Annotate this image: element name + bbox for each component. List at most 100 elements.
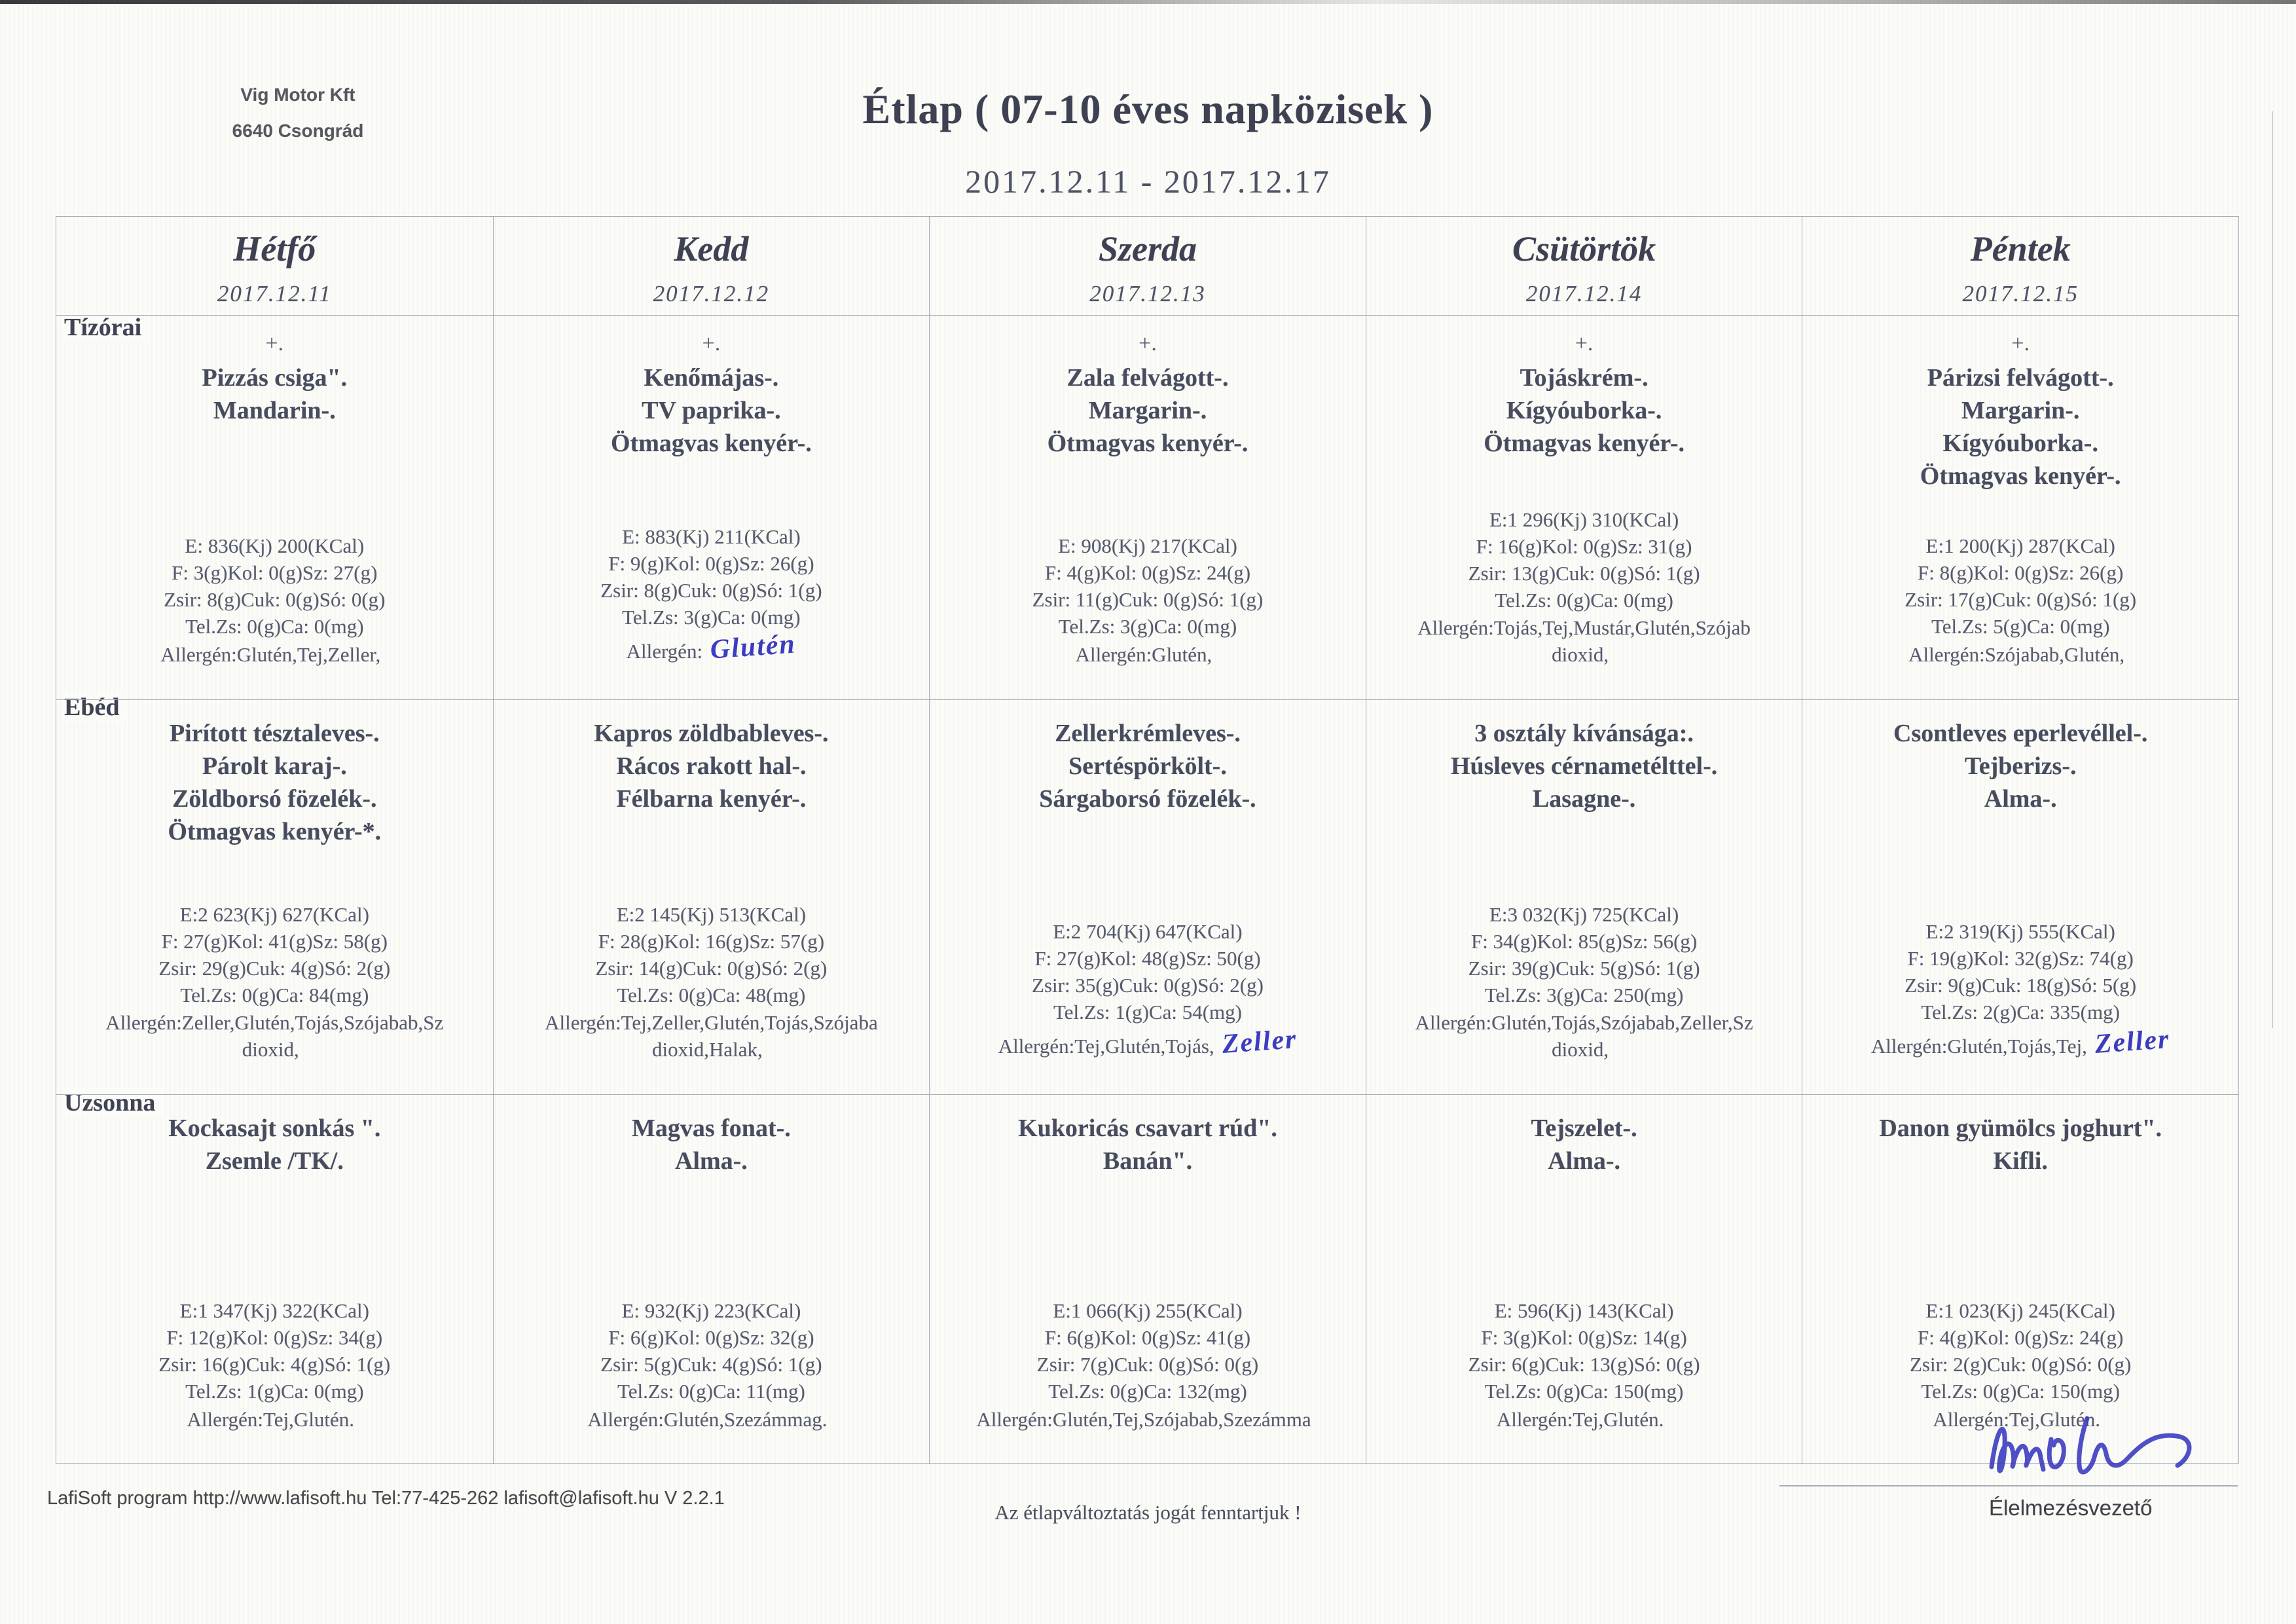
company-block: Vig Motor Kft 6640 Csongrád [190, 77, 406, 149]
day-date: 2017.12.11 [217, 281, 332, 306]
menu-items: Párizsi felvágott-. Margarin-. Kígyóubor… [1920, 364, 2121, 490]
menu-items: Zala felvágott-. Margarin-. Ötmagvas ken… [1047, 364, 1248, 458]
allergen-line: Allergén:Glutén,Tej,Zeller, [65, 642, 484, 668]
nutrition-lines: E:2 319(Kj) 555(KCal) F: 19(g)Kol: 32(g)… [1904, 919, 2137, 1024]
day-name: Szerda [1098, 229, 1197, 268]
menu-items: Csontleves eperlevéllel-. Tejberizs-. Al… [1893, 720, 2148, 813]
allergen-text: Allergén:Glutén,Szezámmag. [587, 1407, 828, 1431]
menu-items: Kapros zöldbableves-. Rácos rakott hal-.… [594, 720, 829, 813]
page-title: Étlap ( 07-10 éves napközisek ) [862, 86, 1434, 132]
menu-items: Tojáskrém-. Kígyóuborka-. Ötmagvas kenyé… [1484, 364, 1685, 458]
menu-bottom: E:1 296(Kj) 310(KCal) F: 16(g)Kol: 0(g)S… [1376, 507, 1793, 668]
allergen-line: Allergén:Glutén,Tojás,Tej, Zeller [1812, 1024, 2229, 1063]
day-name: Kedd [674, 229, 749, 268]
menu-top: +. Tojáskrém-. Kígyóuborka-. Ötmagvas ke… [1376, 333, 1793, 460]
allergen-line: Allergén:Zeller,Glutén,Tojás,Szójabab,Sz… [65, 1010, 484, 1063]
nutrition-lines: E:1 066(Kj) 255(KCal) F: 6(g)Kol: 0(g)Sz… [1036, 1299, 1259, 1403]
menu-top: +. Zala felvágott-. Margarin-. Ötmagvas … [939, 333, 1357, 460]
nutrition-lines: E:1 200(Kj) 287(KCal) F: 8(g)Kol: 0(g)Sz… [1904, 534, 2137, 638]
menu-bottom: E:1 066(Kj) 255(KCal) F: 6(g)Kol: 0(g)Sz… [939, 1298, 1357, 1433]
nutrition-lines: E: 908(Kj) 217(KCal) F: 4(g)Kol: 0(g)Sz:… [1032, 534, 1264, 638]
nutrition-lines: E:2 623(Kj) 627(KCal) F: 27(g)Kol: 41(g)… [158, 902, 391, 1006]
row-label-uzsonna: Uzsonna [64, 1088, 162, 1117]
row-label-ebed: Ebéd [64, 693, 126, 722]
nutrition-lines: E:1 296(Kj) 310(KCal) F: 16(g)Kol: 0(g)S… [1468, 507, 1700, 612]
menu-items: Danon gyümölcs joghurt". Kifli. [1879, 1115, 2162, 1175]
menu-cell-tizorai-wednesday: +. Zala felvágott-. Margarin-. Ötmagvas … [929, 315, 1366, 699]
menu-items: Kukoricás csavart rúd". Banán". [1018, 1115, 1277, 1175]
weekly-menu-table: Hétfő 2017.12.11 Kedd 2017.12.12 Szerda … [56, 216, 2239, 1464]
nutrition-lines: E:2 704(Kj) 647(KCal) F: 27(g)Kol: 48(g)… [1032, 919, 1264, 1024]
allergen-text: Allergén:Tej,Glutén. [1496, 1407, 1664, 1431]
menu-cell-ebed-wednesday: Zellerkrémleves-. Sertéspörkölt-. Sárgab… [929, 699, 1366, 1094]
menu-change-notice: Az étlapváltoztatás jogát fenntartjuk ! [994, 1501, 1302, 1524]
allergen-handwritten: Glutén [709, 629, 797, 665]
menu-cell-uzsonna-monday: Kockasajt sonkás ". Zsemle /TK/. E:1 347… [56, 1094, 493, 1464]
plus-mark: +. [702, 331, 721, 356]
day-name: Csütörtök [1512, 229, 1656, 268]
allergen-text: Allergén:Glutén,Tej,Zeller, [160, 642, 381, 666]
menu-bottom: E:1 023(Kj) 245(KCal) F: 4(g)Kol: 0(g)Sz… [1812, 1298, 2229, 1433]
signature-scribble [1989, 1416, 2192, 1475]
nutrition-lines: E:2 145(Kj) 513(KCal) F: 28(g)Kol: 16(g)… [595, 902, 828, 1006]
menu-items: Pizzás csiga". Mandarin-. [202, 364, 348, 425]
nutrition-lines: E:1 347(Kj) 322(KCal) F: 12(g)Kol: 0(g)S… [158, 1299, 391, 1403]
menu-cell-tizorai-friday: +. Párizsi felvágott-. Margarin-. Kígyóu… [1802, 315, 2238, 699]
menu-bottom: E:1 347(Kj) 322(KCal) F: 12(g)Kol: 0(g)S… [65, 1298, 484, 1433]
day-header-tuesday: Kedd 2017.12.12 [492, 217, 930, 315]
menu-items: Kockasajt sonkás ". Zsemle /TK/. [168, 1115, 381, 1175]
menu-cell-uzsonna-friday: Danon gyümölcs joghurt". Kifli. E:1 023(… [1802, 1094, 2238, 1464]
allergen-text: Allergén:Tej,Glutén. [1933, 1407, 2100, 1431]
date-range: 2017.12.11 - 2017.12.17 [965, 163, 1331, 200]
day-name: Hétfő [233, 229, 316, 268]
allergen-line: Allergén:Glutén, [939, 642, 1357, 668]
allergen-text: Allergén:Tej,Zeller,Glutén,Tojás,Szójaba… [545, 1011, 878, 1061]
plus-mark: +. [2011, 331, 2030, 356]
allergen-text: Allergén:Glutén,Tej,Szójabab,Szezámma [976, 1407, 1311, 1431]
software-credit: LafiSoft program http://www.lafisoft.hu … [47, 1488, 725, 1509]
menu-top: +. Párizsi felvágott-. Margarin-. Kígyóu… [1812, 333, 2229, 493]
company-city: 6640 Csongrád [232, 120, 364, 141]
allergen-line: Allergén:Glutén,Szezámmag. [503, 1407, 920, 1433]
nutrition-lines: E: 932(Kj) 223(KCal) F: 6(g)Kol: 0(g)Sz:… [600, 1299, 822, 1403]
nutrition-lines: E:3 032(Kj) 725(KCal) F: 34(g)Kol: 85(g)… [1468, 902, 1700, 1006]
menu-items: Zellerkrémleves-. Sertéspörkölt-. Sárgab… [1039, 720, 1256, 813]
menu-cell-tizorai-monday: +. Pizzás csiga". Mandarin-. E: 836(Kj) … [56, 315, 493, 699]
day-date: 2017.12.14 [1525, 281, 1643, 306]
plus-mark: +. [1575, 331, 1594, 356]
day-header-wednesday: Szerda 2017.12.13 [929, 217, 1366, 315]
menu-bottom: E:2 319(Kj) 555(KCal) F: 19(g)Kol: 32(g)… [1812, 919, 2229, 1063]
day-date: 2017.12.13 [1089, 281, 1206, 306]
menu-items: Kenőmájas-. TV paprika-. Ötmagvas kenyér… [611, 364, 812, 458]
nutrition-lines: E: 836(Kj) 200(KCal) F: 3(g)Kol: 0(g)Sz:… [164, 534, 386, 638]
scan-line-artifact [2272, 111, 2273, 1028]
allergen-text: Allergén:Tojás,Tej,Mustár,Glutén,Szójab … [1417, 616, 1751, 666]
menu-cell-tizorai-tuesday: +. Kenőmájas-. TV paprika-. Ötmagvas ken… [492, 315, 930, 699]
allergen-line: Allergén:Glutén,Tojás,Szójabab,Zeller,Sz… [1376, 1010, 1793, 1063]
menu-bottom: E:2 704(Kj) 647(KCal) F: 27(g)Kol: 48(g)… [939, 919, 1357, 1063]
menu-top: +. Pizzás csiga". Mandarin-. [65, 333, 484, 427]
menu-bottom: E: 883(Kj) 211(KCal) F: 9(g)Kol: 0(g)Sz:… [503, 524, 920, 668]
menu-top: +. Kenőmájas-. TV paprika-. Ötmagvas ken… [503, 333, 920, 460]
row-label-tizorai: Tízórai [64, 313, 149, 342]
company-name: Vig Motor Kft [240, 84, 355, 105]
day-date: 2017.12.12 [653, 281, 770, 306]
menu-items: Pirított tésztaleves-. Párolt karaj-. Zö… [168, 720, 382, 846]
day-header-thursday: Csütörtök 2017.12.14 [1365, 217, 1802, 315]
menu-bottom: E:3 032(Kj) 725(KCal) F: 34(g)Kol: 85(g)… [1376, 902, 1793, 1063]
menu-cell-ebed-thursday: 3 osztály kívánsága:. Húsleves cérnameté… [1365, 699, 1802, 1094]
plus-mark: +. [265, 331, 284, 356]
allergen-handwritten: Zeller [2094, 1024, 2171, 1060]
allergen-text: Allergén:Glutén, [1075, 642, 1212, 666]
signature-title: Élelmezésvezető [1989, 1496, 2153, 1520]
menu-bottom: E:2 145(Kj) 513(KCal) F: 28(g)Kol: 16(g)… [503, 902, 920, 1063]
menu-bottom: E: 836(Kj) 200(KCal) F: 3(g)Kol: 0(g)Sz:… [65, 533, 484, 668]
day-header-monday: Hétfő 2017.12.11 [56, 217, 493, 315]
menu-cell-uzsonna-wednesday: Kukoricás csavart rúd". Banán". E:1 066(… [929, 1094, 1366, 1464]
menu-cell-ebed-tuesday: Kapros zöldbableves-. Rácos rakott hal-.… [492, 699, 930, 1094]
menu-bottom: E: 932(Kj) 223(KCal) F: 6(g)Kol: 0(g)Sz:… [503, 1298, 920, 1433]
allergen-text: Allergén:Glutén,Tojás,Tej, [1870, 1035, 2087, 1058]
plus-mark: +. [1139, 331, 1157, 356]
menu-items: Tejszelet-. Alma-. [1531, 1115, 1637, 1175]
